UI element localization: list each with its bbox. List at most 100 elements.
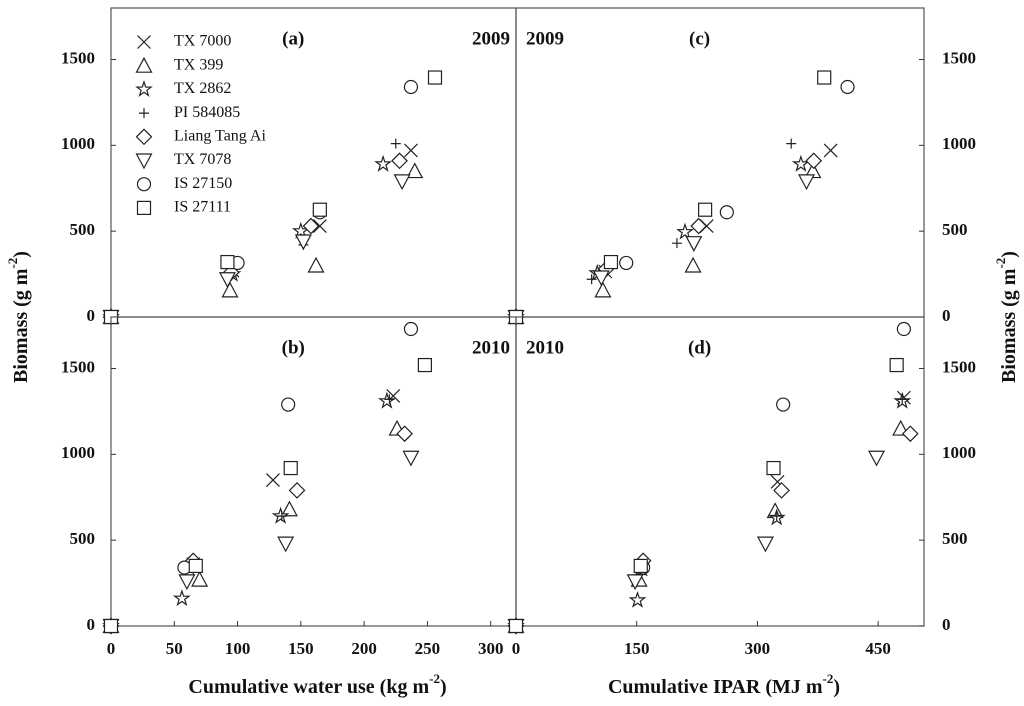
marker bbox=[404, 143, 418, 158]
marker bbox=[374, 154, 393, 172]
marker bbox=[283, 460, 298, 476]
x-tick-label: 250 bbox=[415, 639, 441, 658]
marker bbox=[277, 536, 295, 553]
marker bbox=[312, 202, 327, 217]
y-tick-label: 0 bbox=[942, 306, 951, 325]
panel-label: (d) bbox=[688, 337, 711, 358]
marker bbox=[805, 152, 823, 170]
y-tick-label: 1000 bbox=[942, 134, 976, 153]
y-tick-label: 0 bbox=[87, 306, 96, 325]
axis-label: Biomass (g m-2) bbox=[993, 251, 1019, 383]
year-label: 2010 bbox=[526, 337, 564, 358]
marker bbox=[889, 357, 904, 373]
marker bbox=[221, 281, 239, 298]
marker bbox=[791, 154, 810, 172]
marker bbox=[508, 618, 524, 634]
marker bbox=[220, 254, 235, 270]
axis-label-part: Cumulative water use (kg m bbox=[188, 676, 429, 698]
legend-marker bbox=[135, 56, 153, 73]
panel-frame bbox=[110, 316, 517, 627]
marker bbox=[280, 500, 298, 517]
marker bbox=[103, 618, 119, 634]
marker bbox=[417, 357, 432, 373]
x-tick-label: 0 bbox=[107, 639, 116, 658]
legend-marker bbox=[135, 153, 153, 170]
marker bbox=[676, 222, 694, 240]
marker bbox=[594, 281, 612, 298]
axis-label-part: ) bbox=[833, 676, 840, 698]
marker bbox=[698, 202, 713, 217]
x-tick-label: 450 bbox=[865, 639, 891, 658]
x-tick-label: 200 bbox=[351, 639, 377, 658]
panel-label: (b) bbox=[282, 337, 305, 358]
marker bbox=[756, 536, 774, 553]
year-label: 2010 bbox=[472, 337, 510, 358]
marker bbox=[391, 152, 408, 170]
axis-label-part: ) bbox=[10, 251, 32, 258]
marker bbox=[633, 558, 648, 574]
x-tick-label: 150 bbox=[288, 639, 314, 658]
panel-frame bbox=[515, 7, 925, 318]
marker bbox=[786, 138, 797, 149]
marker bbox=[393, 174, 411, 191]
marker bbox=[377, 391, 396, 409]
marker bbox=[271, 506, 290, 524]
marker bbox=[671, 238, 682, 249]
marker bbox=[817, 70, 832, 85]
y-tick-label: 1500 bbox=[61, 48, 95, 67]
marker bbox=[619, 255, 634, 271]
panel-label: (c) bbox=[689, 28, 710, 49]
legend-label: IS 27150 bbox=[174, 175, 232, 192]
axis-label-part: -2 bbox=[823, 671, 834, 686]
marker bbox=[586, 274, 597, 285]
marker bbox=[690, 217, 708, 235]
axis-label: Cumulative water use (kg m-2) bbox=[188, 671, 446, 697]
marker bbox=[312, 219, 327, 233]
y-tick-label: 500 bbox=[70, 220, 96, 239]
x-tick-label: 0 bbox=[512, 639, 521, 658]
axis-label-part: Cumulative IPAR (MJ m bbox=[608, 676, 823, 698]
x-tick-label: 100 bbox=[225, 639, 251, 658]
marker bbox=[592, 270, 610, 287]
marker bbox=[776, 397, 791, 412]
panel-frame bbox=[515, 316, 925, 627]
marker bbox=[172, 589, 191, 607]
marker bbox=[294, 234, 312, 251]
marker bbox=[603, 254, 619, 270]
legend-label: TX 7078 bbox=[174, 151, 231, 168]
y-tick-label: 1500 bbox=[942, 48, 976, 67]
marker bbox=[897, 394, 908, 405]
y-tick-label: 1500 bbox=[61, 357, 95, 376]
marker bbox=[191, 570, 209, 587]
marker bbox=[685, 236, 703, 252]
marker bbox=[823, 143, 838, 158]
marker bbox=[218, 272, 236, 289]
legend-label: IS 27111 bbox=[174, 199, 231, 216]
marker bbox=[276, 511, 287, 522]
y-tick-label: 1500 bbox=[942, 357, 976, 376]
marker bbox=[684, 256, 702, 273]
y-tick-label: 0 bbox=[942, 615, 951, 634]
x-tick-label: 300 bbox=[478, 639, 504, 658]
marker bbox=[798, 174, 816, 191]
legend-marker bbox=[136, 177, 152, 192]
marker bbox=[766, 460, 781, 476]
marker bbox=[901, 425, 919, 443]
y-tick-label: 500 bbox=[942, 529, 968, 548]
marker bbox=[288, 482, 306, 499]
legend-label: Liang Tang Ai bbox=[174, 127, 266, 144]
marker bbox=[396, 425, 413, 443]
legend-marker bbox=[135, 128, 153, 146]
axis-label-part: -2 bbox=[993, 258, 1008, 269]
marker bbox=[896, 321, 911, 337]
legend-label: TX 7000 bbox=[174, 33, 231, 50]
year-label: 2009 bbox=[526, 28, 564, 49]
marker bbox=[403, 79, 419, 95]
legend-marker bbox=[136, 200, 152, 215]
marker bbox=[427, 70, 443, 85]
axis-label-part: ) bbox=[998, 251, 1020, 258]
marker bbox=[390, 138, 401, 149]
axis-label: Cumulative IPAR (MJ m-2) bbox=[608, 671, 840, 697]
marker bbox=[628, 590, 647, 608]
marker bbox=[719, 205, 734, 220]
